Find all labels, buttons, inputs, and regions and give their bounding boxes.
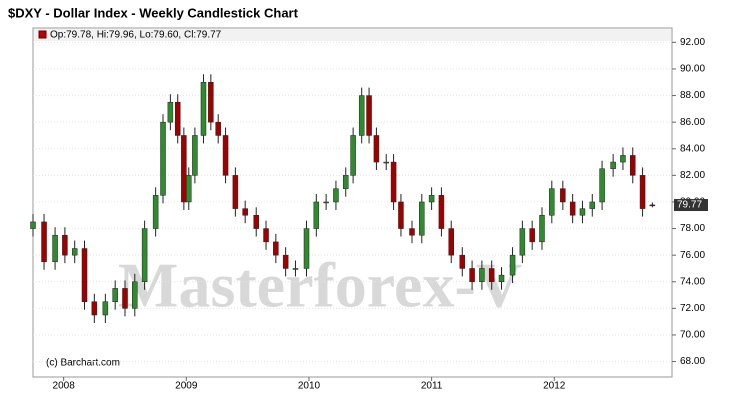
candle-body [459,254,466,269]
candle-body [620,155,626,163]
candle-body [630,155,636,176]
candle-body [560,188,566,203]
candle-body [192,135,198,176]
candle-body [539,215,545,243]
candle-body [242,208,248,216]
candle-body [273,241,279,256]
plot-frame [32,27,673,378]
x-tick-label: 2011 [421,381,443,392]
candle-body [208,82,214,123]
candle-body [469,268,475,283]
legend-swatch [38,30,47,39]
candle-body [509,254,516,276]
candle-body [52,234,58,263]
candle-body [222,135,229,176]
candle-body [448,228,454,256]
candle-body [122,288,128,309]
candle-body [358,95,365,136]
x-tick-label: 2008 [53,381,76,392]
legend-text: Op:79.78, Hi:79.96, Lo:79.60, Cl:79.77 [50,30,222,41]
candle-body [181,135,187,203]
y-tick-label: 88.00 [680,90,705,101]
candle-body [549,188,555,216]
candle-body [519,228,526,256]
candle-body [71,248,78,256]
candle-body [313,201,320,229]
candle-body [350,135,356,176]
legend-bar [34,29,671,41]
y-tick-label: 92.00 [680,37,705,48]
candle-body [167,101,174,123]
candle-body [488,268,495,283]
candle-body [610,161,616,169]
candle-body [132,281,138,309]
y-tick-label: 78.00 [680,223,705,234]
x-tick-label: 2009 [175,381,198,392]
candle-body [232,175,239,209]
candle-body [409,228,415,236]
candle-body [373,135,380,163]
candle-body [200,82,207,136]
credit: (c) Barchart.com [46,358,120,369]
candle-body [91,301,98,316]
candle-body [428,195,435,203]
candle-body [323,201,329,204]
candle-body [303,228,310,269]
y-tick-label: 90.00 [680,64,705,75]
candle-body [160,121,166,196]
candle-body [41,221,47,263]
candle-body [282,254,289,269]
candle-body [152,195,159,229]
candle-body [649,204,656,207]
y-tick-label: 68.00 [680,356,705,367]
candle-body [529,228,535,243]
candle-body [102,301,109,316]
chart-title: $DXY - Dollar Index - Weekly Candlestick… [8,5,299,20]
y-tick-label: 74.00 [680,276,705,287]
candle-body [398,201,404,229]
candle-body [263,228,269,243]
y-tick-label: 86.00 [680,117,705,128]
candle-body [390,161,397,203]
y-tick-label: 72.00 [680,303,705,314]
candle-body [569,201,576,216]
y-tick-label: 82.00 [680,170,705,181]
candle-body [579,208,586,216]
candle-body [174,101,181,136]
x-tick-label: 2012 [543,381,566,392]
candle-body [366,95,372,136]
candle-body [599,168,605,203]
candle-body [81,248,88,302]
y-tick-label: 70.00 [680,330,705,341]
watermark: Masterforex-V [118,250,522,321]
candle-body [479,268,485,283]
candle-body [292,268,299,270]
candle-body [498,274,505,283]
y-tick-label: 76.00 [680,250,705,261]
last-price-label: 79.77 [677,200,702,211]
candle-body [30,221,36,229]
candle-body [112,288,118,302]
candle-body [438,195,445,229]
candle-body [215,121,221,136]
candle-body [333,188,339,203]
candle-body [253,215,259,229]
candle-body [141,228,148,283]
last-price-box [674,199,708,212]
x-tick-label: 2010 [298,381,321,392]
candle-body [589,201,596,209]
candle-body [639,175,646,209]
candle-body [62,234,68,256]
candle-body [419,201,425,236]
y-tick-label: 84.00 [680,143,705,154]
candle-body [343,175,349,189]
candle-body [186,175,192,203]
candle-body [383,161,389,164]
